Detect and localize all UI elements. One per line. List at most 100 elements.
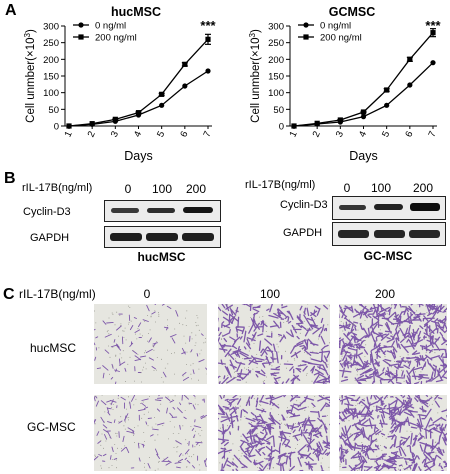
series-line-0	[68, 70, 209, 127]
x-tick-label: 6	[178, 130, 190, 139]
migration-dose-100: 100	[259, 287, 281, 301]
migration-dose-0: 0	[143, 287, 151, 301]
x-tick-label: 1	[288, 130, 300, 139]
y-tick-label: 100	[43, 88, 59, 99]
western-dose-right-100: 100	[370, 181, 392, 195]
western-dose-left-0: 0	[124, 182, 132, 196]
blot-band	[339, 205, 366, 210]
blot-band	[110, 233, 142, 241]
legend-marker	[78, 34, 84, 40]
migration-image-hucmsc-0	[94, 304, 207, 384]
blot-band	[409, 230, 440, 238]
cell-stain-texture	[218, 304, 330, 384]
y-tick-label: 300	[268, 22, 284, 33]
western-protein-label-right: Cyclin-D3	[280, 199, 328, 211]
panel-label-a: A	[5, 2, 17, 19]
membrane-pores	[219, 395, 330, 470]
stained-cells	[94, 304, 207, 384]
membrane-pores	[218, 304, 330, 384]
data-point-1	[66, 123, 72, 129]
x-tick-label: 7	[202, 130, 214, 139]
data-point-1	[360, 109, 367, 115]
legend-marker	[303, 22, 309, 28]
western-dose-label-left: rIL-17B(ng/ml)	[22, 182, 93, 194]
data-point-0	[407, 82, 413, 88]
data-point-1	[89, 121, 95, 127]
data-point-1	[135, 110, 142, 116]
migration-image-gcmsc-100	[218, 395, 330, 471]
cell-strokes	[339, 304, 447, 384]
data-point-1	[314, 120, 320, 126]
x-tick-label: 2	[86, 130, 98, 139]
stained-cells	[218, 304, 330, 384]
membrane-pores	[340, 304, 447, 382]
migration-image-gcmsc-200	[339, 395, 447, 471]
cell-strokes	[94, 395, 207, 469]
cell-stain-texture	[218, 395, 330, 471]
blot-cyclin-d3-right	[332, 196, 446, 220]
cell-strokes	[218, 395, 330, 471]
data-point-1	[430, 30, 436, 36]
migration-dose-label: rIL-17B(ng/ml)	[19, 287, 96, 301]
data-point-0	[430, 60, 436, 66]
cell-strokes	[218, 304, 330, 384]
x-tick-label: 4	[132, 130, 144, 139]
data-point-1	[384, 87, 390, 93]
data-point-0	[360, 114, 367, 120]
chart-title-gcmsc: GCMSC	[328, 5, 376, 19]
stained-cells	[339, 395, 447, 471]
membrane-pores	[94, 395, 206, 471]
data-point-1	[159, 91, 165, 97]
x-tick-label: 1	[63, 130, 75, 139]
x-tick-label: 5	[380, 130, 392, 139]
western-dose-left-200: 200	[185, 182, 207, 196]
western-dose-left-100: 100	[151, 182, 173, 196]
membrane-pores	[94, 305, 207, 383]
y-tick-label: 300	[43, 22, 59, 33]
stained-cells	[94, 395, 207, 471]
migration-image-hucmsc-100	[218, 304, 330, 384]
significance-label: ***	[200, 18, 216, 33]
legend-label: 0 ng/ml	[95, 21, 126, 32]
blot-cyclin-d3-left	[104, 200, 221, 222]
western-control-label-right: GAPDH	[283, 227, 323, 239]
x-tick-label: 3	[334, 130, 346, 139]
y-tick-label: 250	[268, 38, 284, 49]
x-tick-label: 6	[403, 130, 415, 139]
migration-row-label-hucmsc: hucMSC	[30, 341, 77, 355]
data-point-1	[291, 123, 297, 129]
y-axis-label: Cell unmber(×103)	[23, 29, 37, 123]
panel-label-c: C	[3, 286, 15, 303]
x-tick-label: 2	[311, 130, 323, 139]
data-point-1	[337, 117, 343, 123]
blot-band	[111, 208, 139, 213]
data-point-1	[407, 56, 413, 62]
migration-image-gcmsc-0	[94, 395, 207, 471]
data-point-0	[182, 83, 188, 89]
y-tick-label: 150	[268, 72, 284, 83]
migration-dose-200: 200	[374, 287, 396, 301]
western-protein-label-left: Cyclin-D3	[23, 206, 71, 218]
cell-strokes	[339, 395, 447, 471]
western-dose-right-200: 200	[412, 181, 434, 195]
x-axis-label: Days	[124, 149, 152, 163]
x-axis-label: Days	[349, 149, 377, 163]
y-tick-label: 100	[268, 88, 284, 99]
y-tick-label: 200	[43, 55, 59, 66]
western-dose-right-0: 0	[343, 181, 351, 195]
y-tick-label: 250	[43, 38, 59, 49]
legend-label: 200 ng/ml	[320, 33, 362, 44]
legend-marker	[303, 34, 309, 40]
y-tick-label: 200	[268, 55, 284, 66]
y-axis-label: Cell unmber(×103)	[248, 29, 262, 123]
stained-cells	[339, 304, 447, 384]
chart-title-hucmsc: hucMSC	[111, 5, 161, 19]
western-caption-left: hucMSC	[137, 250, 186, 264]
western-dose-label-right: rIL-17B(ng/ml)	[245, 179, 316, 191]
blot-band	[182, 233, 214, 241]
x-tick-label: 7	[427, 130, 439, 139]
data-point-0	[205, 68, 211, 74]
blot-band	[338, 230, 369, 238]
blot-gapdh-left	[104, 226, 221, 248]
